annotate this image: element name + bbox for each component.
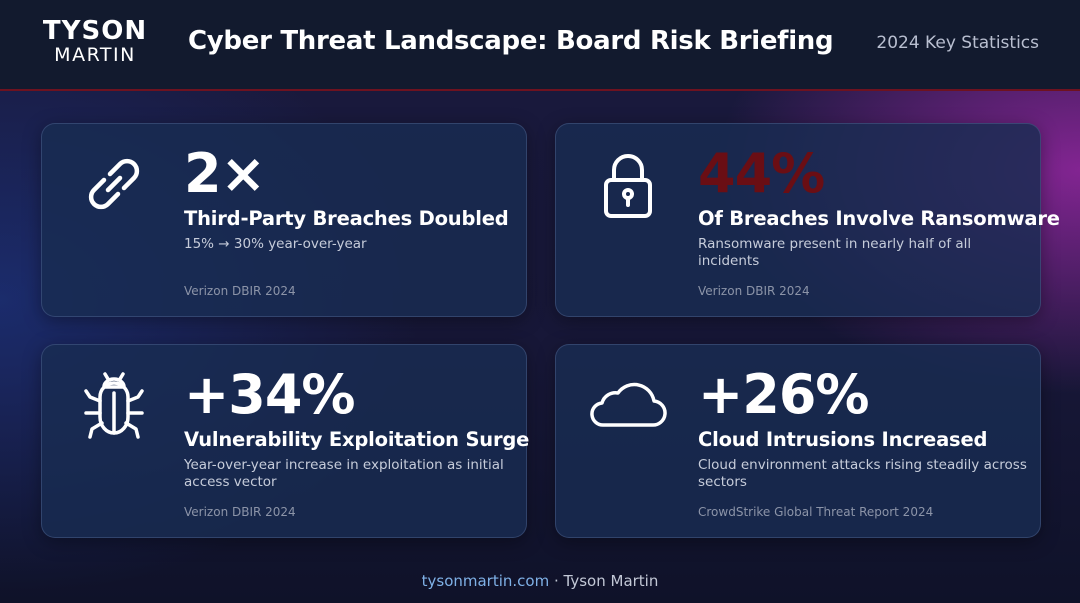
stat-headline: Third-Party Breaches Doubled	[184, 207, 509, 230]
stat-value: +34%	[184, 363, 355, 426]
header-bar: TYSON MARTIN Cyber Threat Landscape: Boa…	[0, 0, 1080, 91]
website-link[interactable]: tysonmartin.com	[421, 572, 550, 590]
page-subtitle: 2024 Key Statistics	[876, 33, 1039, 53]
stat-description: Year-over-year increase in exploitation …	[184, 457, 504, 490]
stat-source: Verizon DBIR 2024	[184, 505, 296, 519]
stat-headline: Vulnerability Exploitation Surge	[184, 428, 530, 451]
stat-source: Verizon DBIR 2024	[698, 284, 810, 298]
padlock-icon	[590, 146, 666, 222]
stat-card-cloud: +26% Cloud Intrusions Increased Cloud en…	[555, 344, 1041, 538]
stat-headline: Cloud Intrusions Increased	[698, 428, 988, 451]
brand-logo: TYSON MARTIN	[40, 18, 150, 66]
stat-value: +26%	[698, 363, 869, 426]
stat-card-ransomware: 44% Of Breaches Involve Ransomware Ranso…	[555, 123, 1060, 317]
footer-author: Tyson Martin	[563, 572, 659, 590]
stat-card-vulnerability: +34% Vulnerability Exploitation Surge Ye…	[41, 344, 530, 538]
logo-bottom-text: MARTIN	[54, 44, 136, 66]
page-title: Cyber Threat Landscape: Board Risk Brief…	[188, 26, 834, 56]
stat-description: 15% → 30% year-over-year	[184, 236, 367, 252]
stat-value: 2×	[184, 142, 266, 205]
stat-value: 44%	[698, 142, 825, 205]
link-icon	[76, 146, 152, 222]
stat-source: Verizon DBIR 2024	[184, 284, 296, 298]
bug-icon	[76, 367, 152, 443]
cloud-icon	[582, 367, 672, 443]
stat-description: Ransomware present in nearly half of all…	[698, 236, 972, 269]
logo-top-text: TYSON	[42, 16, 148, 46]
stat-card-third-party: 2× Third-Party Breaches Doubled 15% → 30…	[41, 123, 527, 317]
footer: tysonmartin.com · Tyson Martin	[0, 572, 1080, 590]
stat-headline: Of Breaches Involve Ransomware	[698, 207, 1060, 230]
stat-description: Cloud environment attacks rising steadil…	[698, 457, 1027, 490]
footer-separator: ·	[549, 572, 564, 590]
stat-source: CrowdStrike Global Threat Report 2024	[698, 505, 934, 519]
